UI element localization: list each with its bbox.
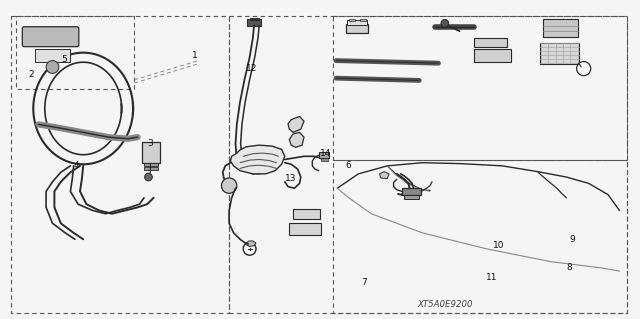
Bar <box>333 160 627 313</box>
Bar <box>142 142 160 163</box>
Bar <box>333 16 627 160</box>
Text: 1: 1 <box>192 51 198 60</box>
FancyBboxPatch shape <box>22 27 79 47</box>
Bar <box>289 223 321 235</box>
Bar <box>144 163 158 166</box>
Bar <box>293 209 320 219</box>
Text: 11: 11 <box>486 273 498 282</box>
Bar <box>321 158 328 161</box>
Text: 14: 14 <box>320 149 332 158</box>
Bar <box>250 18 259 20</box>
Bar <box>64 31 72 41</box>
Bar <box>402 188 421 195</box>
Text: 5: 5 <box>61 55 67 63</box>
Bar <box>540 43 579 64</box>
Text: 12: 12 <box>246 64 258 73</box>
Text: 9: 9 <box>570 235 575 244</box>
Circle shape <box>441 19 449 27</box>
Polygon shape <box>24 29 77 45</box>
Text: 7: 7 <box>362 278 367 287</box>
Circle shape <box>145 173 152 181</box>
Text: 8: 8 <box>566 263 572 272</box>
Polygon shape <box>245 241 256 247</box>
Polygon shape <box>380 172 389 179</box>
Bar <box>11 16 229 313</box>
Bar <box>474 49 511 62</box>
Bar <box>543 19 578 37</box>
Text: 10: 10 <box>493 241 504 250</box>
Bar <box>229 16 627 313</box>
Bar <box>404 195 419 199</box>
Polygon shape <box>230 145 285 174</box>
Bar <box>43 31 51 41</box>
Text: 3: 3 <box>147 139 153 148</box>
Text: 6: 6 <box>346 161 351 170</box>
Bar <box>247 19 261 26</box>
Bar <box>474 38 507 47</box>
Circle shape <box>46 61 59 73</box>
Text: 2: 2 <box>29 70 35 79</box>
Bar <box>144 167 158 170</box>
Bar <box>349 19 355 21</box>
Bar <box>319 152 329 158</box>
Polygon shape <box>289 132 304 147</box>
Bar <box>347 20 367 25</box>
Bar <box>32 31 40 41</box>
Text: XT5A0E9200: XT5A0E9200 <box>417 300 472 309</box>
Bar <box>16 16 134 89</box>
Text: 4: 4 <box>74 161 79 170</box>
Bar <box>35 49 70 62</box>
Bar <box>346 24 368 33</box>
Bar <box>54 31 62 41</box>
Polygon shape <box>288 116 304 132</box>
Circle shape <box>221 178 237 193</box>
Text: 13: 13 <box>285 174 296 183</box>
Bar <box>360 19 366 21</box>
